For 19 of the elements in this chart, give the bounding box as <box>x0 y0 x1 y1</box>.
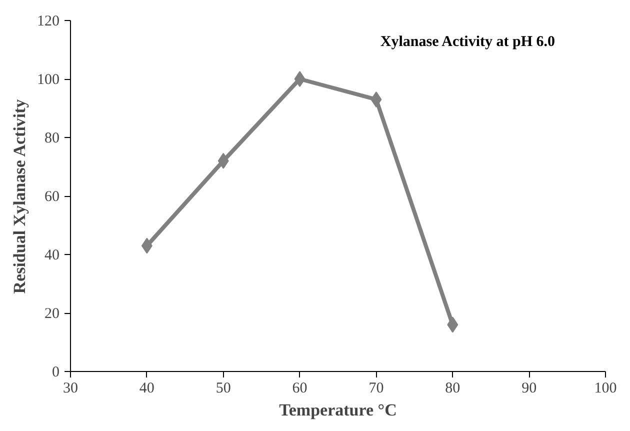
x-tick-label: 80 <box>445 380 460 396</box>
y-tick-label: 120 <box>37 14 60 30</box>
y-tick-label: 0 <box>52 364 60 380</box>
y-tick-label: 100 <box>37 72 60 88</box>
y-tick-label: 60 <box>44 189 60 205</box>
x-axis-title: Temperature °C <box>279 400 397 420</box>
y-tick-label: 80 <box>44 130 60 146</box>
x-tick-label: 30 <box>63 380 78 396</box>
point <box>294 71 306 87</box>
x-tick-label: 50 <box>216 380 231 396</box>
x-tick-label: 60 <box>292 380 308 396</box>
y-tick-label: 40 <box>44 248 60 264</box>
y-axis-title: Residual Xylanase Activity <box>10 98 29 294</box>
x-tick-label: 100 <box>594 380 617 396</box>
x-tick-label: 70 <box>368 380 384 396</box>
x-tick-label: 40 <box>139 380 154 396</box>
y-tick-label: 20 <box>44 306 60 322</box>
x-tick-label: 90 <box>522 380 537 396</box>
text: Xylanase Activity at pH 6.0 <box>380 34 556 50</box>
